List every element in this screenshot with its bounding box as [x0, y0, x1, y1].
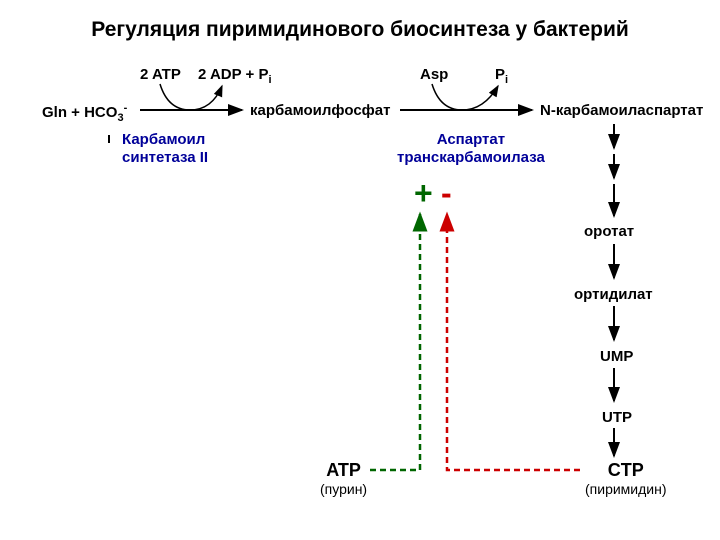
- label-pi: Pi: [495, 66, 508, 86]
- label-2atp: 2 ATP: [140, 66, 181, 83]
- diagram-svg: [0, 0, 720, 540]
- label-enzyme1: Карбамоил синтетаза II: [122, 131, 208, 167]
- label-orotate: оротат: [584, 223, 634, 240]
- label-utp: UTP: [602, 409, 632, 426]
- label-atp: ATP: [320, 460, 367, 481]
- label-ortidilate: ортидилат: [574, 286, 653, 303]
- label-ctp: CTP: [585, 460, 667, 481]
- label-carbamoylp: карбамоилфосфат: [250, 102, 390, 119]
- plus-sign: +: [414, 177, 433, 209]
- label-pyrimidine: (пиримидин): [585, 481, 667, 497]
- tick-mark: [108, 135, 110, 143]
- label-enzyme2: Аспартат транскарбамоилаза: [397, 131, 545, 167]
- label-gln: Gln + HCO3-: [42, 102, 127, 124]
- page-title: Регуляция пиримидинового биосинтеза у ба…: [0, 18, 720, 42]
- label-asp: Asp: [420, 66, 448, 83]
- label-purine: (пурин): [320, 481, 367, 497]
- label-ncarbasp: N-карбамоиласпартат: [540, 102, 703, 119]
- label-ump: UMP: [600, 348, 633, 365]
- label-2adp-pi: 2 ADP + Pi: [198, 66, 272, 86]
- minus-sign: -: [441, 177, 452, 209]
